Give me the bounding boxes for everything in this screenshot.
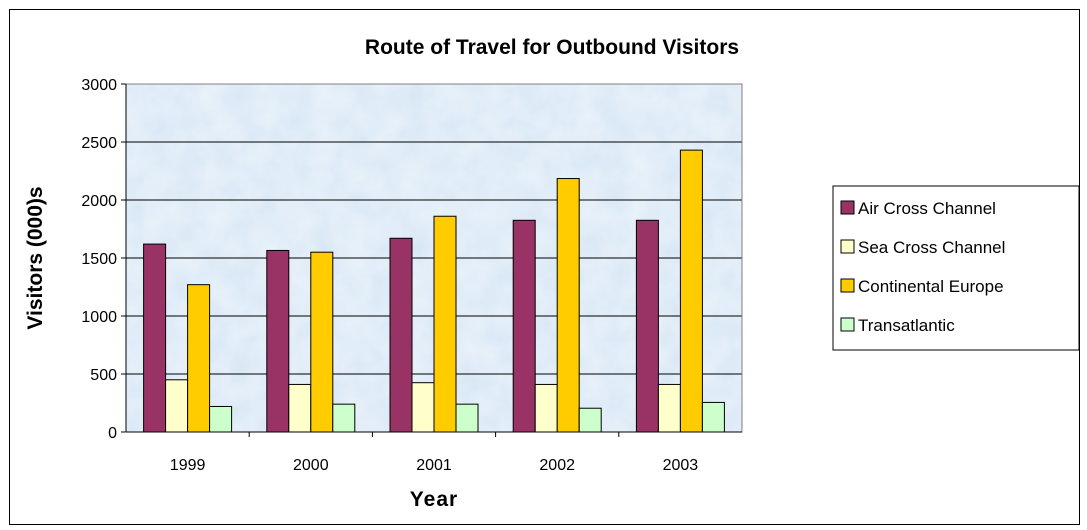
bar [165, 379, 189, 433]
legend-label: Sea Cross Channel [858, 238, 1005, 257]
bar [578, 407, 602, 433]
x-tick-label: 1999 [170, 457, 206, 474]
bar [143, 243, 167, 433]
bar [455, 403, 479, 433]
legend: Air Cross Channel Sea Cross Channel Contin… [832, 185, 1080, 351]
bar [512, 219, 536, 433]
legend-box [832, 185, 1080, 351]
x-axis-label: Year [410, 488, 458, 511]
bar [187, 284, 211, 433]
y-tick-label: 3000 [81, 77, 117, 94]
bar [534, 383, 558, 433]
bar [556, 178, 580, 433]
y-axis-label: Visitors (000)s [24, 186, 47, 329]
bar [288, 383, 312, 433]
legend-label: Continental Europe [858, 277, 1004, 296]
legend-swatch [840, 200, 855, 215]
y-tick-label: 2500 [81, 135, 117, 152]
bar [433, 215, 457, 433]
bar [411, 382, 435, 433]
bar [332, 403, 356, 433]
bar [701, 401, 725, 433]
bar [209, 405, 233, 433]
bar [266, 249, 290, 433]
legend-swatch [840, 239, 855, 254]
bar [657, 383, 681, 433]
y-tick-label: 0 [108, 425, 117, 442]
x-tick-label: 2000 [293, 457, 329, 474]
bar [310, 251, 334, 433]
legend-label: Transatlantic [858, 316, 955, 335]
y-tick-label: 1000 [81, 309, 117, 326]
bar [635, 219, 659, 433]
y-tick-label: 1500 [81, 251, 117, 268]
bar [679, 149, 703, 433]
y-tick-label: 500 [90, 367, 117, 384]
x-tick-label: 2001 [416, 457, 452, 474]
y-tick-label: 2000 [81, 193, 117, 210]
legend-swatch [840, 317, 855, 332]
legend-label: Air Cross Channel [858, 199, 996, 218]
legend-swatch [840, 278, 855, 293]
x-tick-label: 2003 [663, 457, 699, 474]
bar [389, 237, 413, 433]
x-tick-label: 2002 [539, 457, 575, 474]
chart-title: Route of Travel for Outbound Visitors [365, 36, 739, 59]
